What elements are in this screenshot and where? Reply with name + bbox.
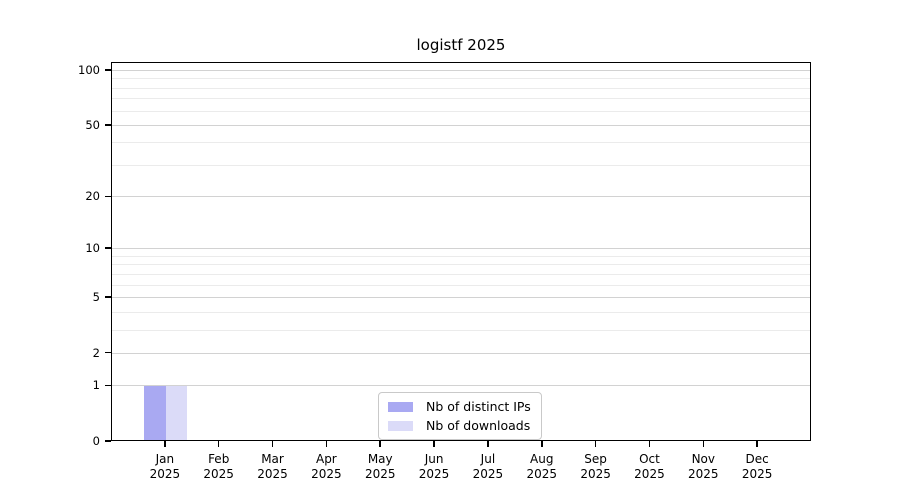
bar-downloads [165,386,188,441]
y-tick-mark [105,69,111,71]
y-tick-label: 5 [92,289,100,304]
y-tick-mark [105,247,111,249]
x-tick-mark [164,441,166,447]
legend-item-distinct-ips: Nb of distinct IPs [388,399,531,414]
x-tick-mark [756,441,758,447]
x-tick-mark [433,441,435,447]
x-tick-label: Jun 2025 [418,452,450,481]
x-tick-label: Jul 2025 [472,452,504,481]
gridline-minor [112,164,810,166]
y-tick-label: 10 [85,241,100,256]
x-tick-label: Aug 2025 [526,452,558,481]
gridline-minor [112,110,810,112]
y-tick-label: 1 [92,378,100,393]
gridline-major [112,352,810,354]
y-tick-label: 20 [85,189,100,204]
gridline-minor [112,273,810,275]
gridline-minor [112,264,810,266]
y-tick-label: 2 [92,345,100,360]
y-tick-mark [105,195,111,197]
gridline-minor [112,78,810,80]
gridline-major [112,70,810,71]
gridline-major [112,124,810,126]
x-tick-mark [487,441,489,447]
x-tick-mark [594,441,597,447]
y-tick-mark [105,384,111,387]
x-tick-label: Sep 2025 [580,452,611,481]
gridline-minor [112,284,810,286]
gridline-major [112,196,810,198]
x-tick-label: Dec 2025 [741,452,773,481]
gridline-major [112,385,810,387]
x-tick-label: Feb 2025 [203,452,234,481]
x-tick-label: Mar 2025 [257,452,288,481]
x-tick-label: Nov 2025 [688,452,719,481]
legend: Nb of distinct IPs Nb of downloads [378,392,542,440]
x-tick-mark [379,441,381,447]
x-tick-label: Oct 2025 [634,452,665,481]
legend-label-distinct-ips: Nb of distinct IPs [426,399,531,414]
x-tick-mark [541,441,543,447]
plot-area [111,62,811,441]
x-tick-mark [648,441,651,447]
legend-swatch-downloads [388,420,413,431]
y-tick-label: 50 [85,117,100,132]
gridline-minor [112,98,810,100]
bar-distinct-ips [144,386,166,441]
x-tick-mark [702,441,705,447]
legend-swatch-distinct-ips [388,401,413,412]
gridline-minor [112,142,810,144]
y-tick-mark [105,296,111,298]
legend-label-downloads: Nb of downloads [426,418,531,433]
y-tick-label: 100 [78,63,100,77]
y-tick-mark [105,351,111,354]
x-tick-mark [325,441,328,447]
gridline-major [112,248,810,250]
y-tick-mark [105,124,111,126]
gridline-minor [112,329,810,331]
x-tick-mark [217,441,220,447]
y-tick-label: 0 [92,434,100,448]
y-tick-mark [105,440,111,442]
chart-title: logistf 2025 [416,36,506,54]
x-tick-label: May 2025 [364,452,396,481]
gridline-minor [112,255,810,257]
legend-item-downloads: Nb of downloads [388,418,531,433]
x-tick-label: Apr 2025 [311,452,342,481]
x-tick-mark [271,441,274,447]
gridline-major [112,296,810,298]
x-tick-label: Jan 2025 [149,452,181,481]
gridline-minor [112,87,810,89]
gridline-minor [112,311,810,313]
